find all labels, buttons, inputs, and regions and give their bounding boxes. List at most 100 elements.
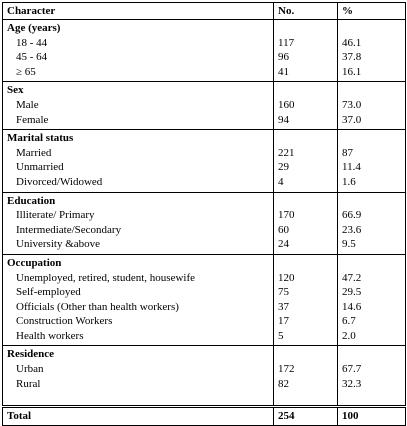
row-percent: 32.3 — [342, 377, 362, 390]
percent-cell: 87 11.4 1.6 — [337, 129, 406, 193]
total-row: Total 254 100 — [2, 405, 406, 426]
count-cell: 172 82 — [273, 345, 338, 408]
spacer — [278, 83, 333, 98]
spacer — [278, 21, 333, 36]
header-cell: % — [337, 2, 406, 20]
row-label: Officials (Other than health workers) — [16, 300, 179, 313]
row-count: 94 — [278, 113, 289, 126]
character-cell: Age (years) 18 - 44 45 - 64 ≥ 65 — [2, 18, 274, 83]
row-label: Illiterate/ Primary — [16, 209, 95, 222]
row-count: 17 — [278, 315, 289, 328]
count-cell: 170 60 24 — [273, 191, 338, 255]
row-label: Married — [16, 146, 52, 159]
row-label: Construction Workers — [16, 315, 113, 328]
character-cell: Residence Urban Rural — [2, 345, 274, 408]
section-row: Residence Urban Rural 172 82 67.7 32.3 — [2, 345, 406, 408]
row-count: 5 — [278, 329, 284, 342]
percent-cell: 73.0 37.0 — [337, 81, 406, 131]
spacer — [342, 256, 401, 271]
section-title: Education — [7, 194, 56, 207]
total-count: 254 — [273, 405, 338, 426]
row-percent: 47.2 — [342, 271, 362, 284]
count-cell: 221 29 4 — [273, 129, 338, 193]
spacer — [342, 131, 401, 146]
row-count: 170 — [278, 209, 295, 222]
row-percent: 9.5 — [342, 238, 356, 251]
row-count: 221 — [278, 146, 295, 159]
row-count: 160 — [278, 98, 295, 111]
section-title: Marital status — [7, 132, 74, 145]
character-cell: Occupation Unemployed, retired, student, … — [2, 253, 274, 347]
header-cell: No. — [273, 2, 338, 20]
section-title: Occupation — [7, 256, 62, 269]
spacer — [342, 194, 401, 209]
row-percent: 87 — [342, 146, 353, 159]
row-percent: 16.1 — [342, 65, 362, 78]
section-row: Education Illiterate/ Primary Intermediate… — [2, 191, 406, 255]
row-count: 24 — [278, 238, 289, 251]
row-label: Health workers — [16, 329, 84, 342]
row-label: Intermediate/Secondary — [16, 223, 122, 236]
character-cell: Sex Male Female — [2, 81, 274, 131]
spacer — [278, 194, 333, 209]
character-cell: Education Illiterate/ Primary Intermediate… — [2, 191, 274, 255]
header-row: Character No. % — [2, 2, 406, 20]
section-row: Sex Male Female 160 94 73.0 37.0 — [2, 81, 406, 131]
row-label: Unemployed, retired, student, housewife — [16, 271, 196, 284]
row-label: Self-employed — [16, 286, 81, 299]
count-cell: 120 75 37 17 5 — [273, 253, 338, 347]
header-cell: Character — [2, 2, 274, 20]
spacer — [278, 131, 333, 146]
section-row: Marital status Married Unmarried Divorced/W… — [2, 129, 406, 193]
percent-cell: 67.7 32.3 — [337, 345, 406, 408]
row-label: Rural — [16, 377, 41, 390]
row-count: 37 — [278, 300, 289, 313]
row-label: Female — [16, 113, 49, 126]
total-label: Total — [2, 405, 274, 426]
row-count: 29 — [278, 161, 289, 174]
row-label: Urban — [16, 363, 44, 376]
row-percent: 66.9 — [342, 209, 362, 222]
character-cell: Marital status Married Unmarried Divorced/W… — [2, 129, 274, 193]
row-percent: 1.6 — [342, 175, 356, 188]
spacer — [342, 83, 401, 98]
percent-cell: 46.1 37.8 16.1 — [337, 18, 406, 83]
row-count: 96 — [278, 51, 289, 64]
row-label: 45 - 64 — [16, 51, 48, 64]
row-percent: 73.0 — [342, 98, 362, 111]
row-percent: 67.7 — [342, 363, 362, 376]
row-percent: 23.6 — [342, 223, 362, 236]
spacer — [278, 347, 333, 362]
count-cell: 117 96 41 — [273, 18, 338, 83]
row-label: ≥ 65 — [16, 65, 36, 78]
row-percent: 37.0 — [342, 113, 362, 126]
spacer — [342, 21, 401, 36]
spacer — [342, 347, 401, 362]
total-percent: 100 — [337, 405, 406, 426]
row-count: 117 — [278, 36, 295, 49]
count-cell: 160 94 — [273, 81, 338, 131]
section-title: Age (years) — [7, 22, 61, 34]
section-title: Residence — [7, 348, 55, 361]
row-label: Male — [16, 98, 39, 111]
row-count: 120 — [278, 271, 295, 284]
row-percent: 2.0 — [342, 329, 356, 342]
row-count: 82 — [278, 377, 289, 390]
section-row: Age (years) 18 - 44 45 - 64 ≥ 65 117 96 41 46.1… — [2, 18, 406, 83]
row-percent: 37.8 — [342, 51, 362, 64]
row-count: 75 — [278, 286, 289, 299]
percent-cell: 47.2 29.5 14.6 6.7 2.0 — [337, 253, 406, 347]
row-percent: 11.4 — [342, 161, 361, 174]
row-label: 18 - 44 — [16, 36, 48, 49]
spacer — [278, 256, 333, 271]
row-count: 41 — [278, 65, 289, 78]
row-percent: 46.1 — [342, 36, 362, 49]
row-count: 172 — [278, 363, 295, 376]
row-label: Divorced/Widowed — [16, 175, 103, 188]
row-percent: 29.5 — [342, 286, 362, 299]
percent-cell: 66.9 23.6 9.5 — [337, 191, 406, 255]
section-title: Sex — [7, 84, 24, 97]
section-row: Occupation Unemployed, retired, student, … — [2, 253, 406, 347]
